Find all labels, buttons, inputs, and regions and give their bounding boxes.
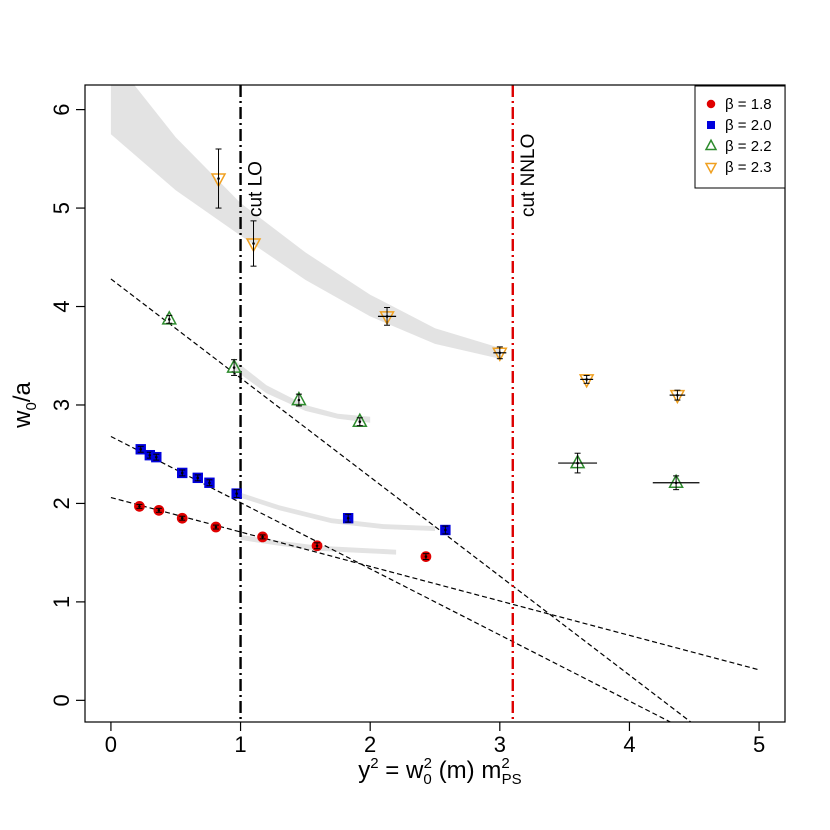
y-tick-label: 1 — [49, 596, 74, 608]
marker-triangle-down — [578, 374, 595, 389]
cut-label: cut LO — [246, 161, 267, 217]
point-center — [346, 516, 350, 520]
marker-triangle-down — [704, 162, 718, 175]
marker-triangle-up — [161, 310, 178, 325]
x-title-sup: 2 — [370, 755, 378, 772]
point-center — [444, 528, 447, 532]
y-tick-label: 4 — [49, 300, 74, 312]
point-center — [180, 471, 184, 475]
y-title-part: w — [9, 410, 36, 429]
axes: 0 1 2 3 4 5 0 1 2 3 4 5 6 — [49, 84, 786, 757]
point-center — [315, 544, 319, 548]
plot-frame — [84, 84, 786, 723]
y-title-sub: 0 — [23, 402, 40, 410]
point-center — [167, 318, 171, 321]
point-center — [139, 447, 143, 451]
x-title-sup: 2 — [501, 755, 509, 772]
x-axis-title: y2 = w02 (m) m2 PS — [358, 755, 521, 788]
y-tick-label: 0 — [49, 694, 74, 706]
linear-fit-line — [110, 278, 692, 722]
cut-lines — [239, 85, 514, 722]
series-triangle-down — [210, 148, 686, 405]
legend-label: β = 2.3 — [725, 159, 772, 176]
fit-band — [234, 490, 435, 531]
point-center — [214, 525, 218, 529]
fit-band — [240, 534, 397, 555]
linear-fit-line — [110, 496, 760, 671]
y-tick-label: 2 — [49, 497, 74, 509]
point-center — [196, 476, 200, 480]
point-center — [180, 516, 184, 520]
cut-label: cut NNLO — [518, 134, 539, 217]
series-square — [135, 444, 451, 536]
point-center — [674, 481, 678, 485]
point-center — [148, 453, 152, 457]
point-center — [208, 481, 211, 485]
point-center — [235, 492, 238, 495]
point-center — [576, 461, 579, 465]
point-center — [261, 535, 264, 539]
series-circle — [134, 501, 432, 562]
x-title-sub: 0 — [423, 771, 431, 788]
marker-triangle-up — [704, 138, 718, 151]
point-center — [157, 509, 161, 512]
linear-fit-lines — [110, 278, 760, 722]
point-center — [138, 505, 141, 508]
x-title-part: y — [358, 757, 370, 784]
x-title-part: (m) m — [432, 757, 501, 784]
legend: β = 1.8 β = 2.0 β = 2.2 β = 2.3 — [694, 85, 786, 189]
legend-entry: β = 2.2 — [704, 138, 772, 155]
point-center — [252, 242, 255, 245]
series-triangle-up — [161, 310, 700, 491]
point-center — [297, 398, 301, 402]
legend-label: β = 2.0 — [725, 117, 772, 134]
point-center — [217, 177, 220, 180]
y-tick-label: 6 — [49, 103, 74, 115]
point-center — [424, 555, 428, 558]
legend-entry: β = 2.0 — [707, 117, 772, 134]
x-title-sub: PS — [502, 771, 522, 788]
point-center — [385, 315, 389, 318]
fit-band — [234, 359, 371, 423]
x-tick-label: 0 — [105, 732, 117, 757]
y-tick-label: 3 — [49, 399, 74, 411]
legend-entry: β = 2.3 — [704, 159, 772, 176]
y-tick-label: 5 — [49, 202, 74, 214]
point-center — [358, 420, 362, 424]
marker-square — [707, 121, 715, 129]
x-title-part: = w — [379, 757, 424, 784]
marker-triangle-up — [352, 412, 368, 428]
x-title-sup: 2 — [424, 755, 432, 772]
point-center — [154, 455, 158, 459]
x-tick-label: 2 — [364, 732, 376, 757]
x-tick-label: 1 — [234, 732, 246, 757]
x-tick-label: 5 — [753, 732, 765, 757]
fit-band — [110, 85, 500, 359]
data-points — [134, 148, 700, 562]
marker-circle — [706, 99, 716, 109]
legend-entry: β = 1.8 — [706, 96, 772, 113]
linear-fit-line — [110, 435, 672, 722]
legend-label: β = 2.2 — [725, 138, 772, 155]
y-axis-title: w0/a — [9, 381, 40, 428]
point-center — [232, 366, 236, 369]
point-center — [676, 393, 679, 397]
point-center — [585, 378, 588, 381]
legend-label: β = 1.8 — [725, 96, 772, 113]
y-title-part: /a — [9, 381, 36, 402]
x-tick-label: 4 — [623, 732, 635, 757]
fit-bands — [110, 85, 500, 555]
x-tick-label: 3 — [494, 732, 506, 757]
point-center — [498, 351, 502, 355]
